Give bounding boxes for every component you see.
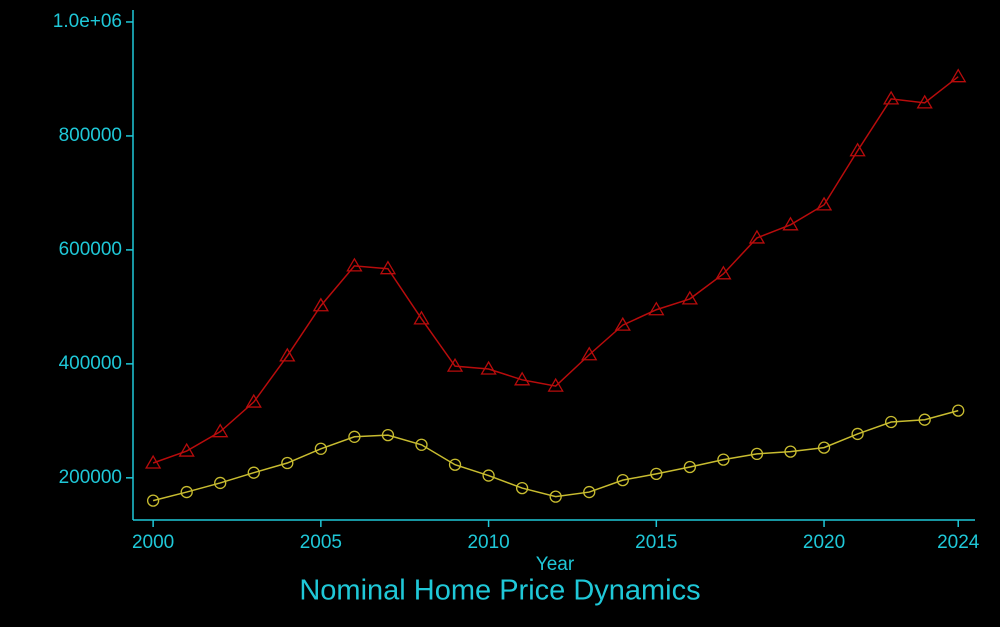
point	[549, 490, 562, 503]
point	[817, 441, 831, 454]
series-line	[152, 409, 959, 502]
point	[513, 371, 531, 386]
x-tick-label: 2020	[803, 532, 845, 553]
point	[683, 460, 697, 474]
point	[144, 454, 162, 469]
point	[715, 265, 732, 280]
series-line	[152, 76, 959, 464]
chart-title: Nominal Home Price Dynamics	[299, 575, 700, 607]
point	[884, 415, 898, 429]
point	[480, 360, 497, 375]
point	[381, 428, 395, 442]
point	[348, 430, 361, 443]
x-tick-label: 2024	[937, 532, 980, 553]
point	[245, 393, 262, 408]
point	[178, 442, 195, 457]
point	[314, 442, 328, 455]
point	[916, 94, 933, 109]
point	[379, 260, 397, 275]
y-tick-label: 400000	[59, 353, 122, 374]
point	[849, 142, 866, 157]
point	[281, 456, 294, 470]
point	[650, 467, 663, 480]
point	[446, 357, 464, 372]
point	[815, 196, 833, 211]
point	[952, 404, 965, 417]
point	[146, 494, 160, 507]
point	[212, 423, 229, 438]
point	[547, 377, 564, 392]
point	[515, 481, 529, 495]
point	[482, 469, 495, 482]
point	[614, 316, 631, 331]
point	[717, 453, 730, 466]
point	[883, 90, 900, 105]
point	[748, 229, 766, 244]
point	[312, 297, 329, 312]
x-tick-label: 2010	[467, 532, 509, 553]
x-tick-label: 2000	[132, 532, 174, 553]
y-tick-label: 800000	[59, 125, 122, 146]
y-tick-label: 1.0e+06	[53, 11, 122, 32]
point	[581, 346, 598, 361]
point	[180, 485, 193, 499]
point	[851, 427, 864, 441]
y-tick-label: 600000	[59, 239, 122, 260]
point	[448, 458, 462, 471]
point	[950, 68, 967, 83]
point	[583, 485, 596, 499]
point	[681, 290, 698, 305]
point	[214, 476, 227, 490]
y-tick-label: 200000	[59, 467, 122, 488]
point	[346, 257, 363, 272]
point	[247, 466, 260, 479]
point	[413, 310, 430, 325]
point	[415, 438, 428, 451]
point	[750, 447, 764, 461]
x-tick-label: 2015	[635, 532, 677, 553]
point	[784, 445, 797, 458]
point	[782, 216, 799, 231]
point	[279, 347, 296, 362]
point	[918, 413, 931, 426]
point	[648, 301, 665, 316]
point	[616, 473, 629, 487]
x-tick-label: 2005	[300, 532, 342, 553]
x-axis-label: Year	[536, 554, 575, 575]
